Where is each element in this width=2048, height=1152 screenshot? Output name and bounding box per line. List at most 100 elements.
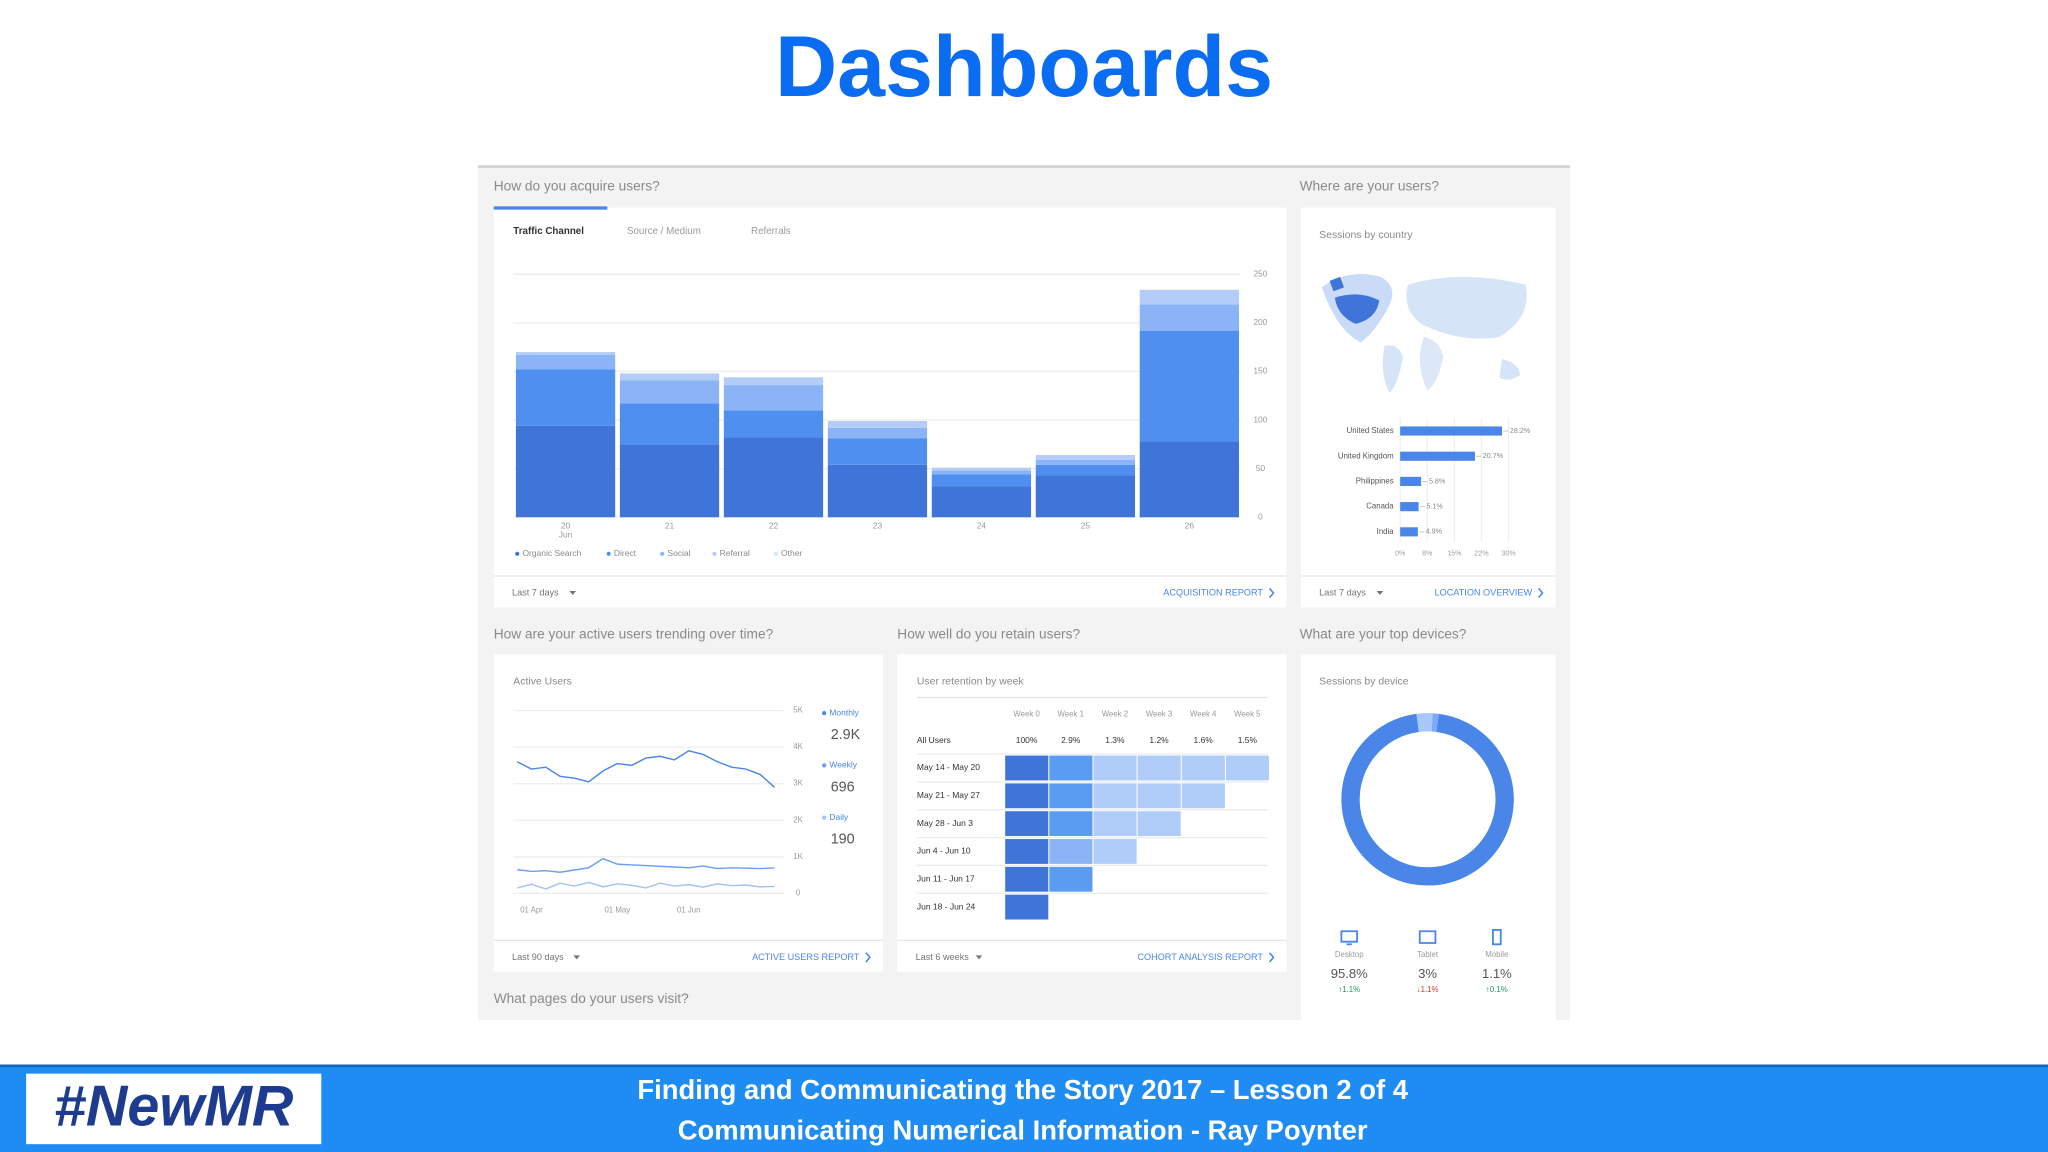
y-tick-label: 0	[796, 888, 801, 897]
map-region	[1406, 276, 1527, 339]
x-tick-label: 01 May	[604, 905, 630, 914]
map-region	[1419, 336, 1444, 391]
bar-segment	[723, 377, 824, 386]
legend-label: Daily	[829, 812, 849, 822]
y-tick-label: India	[1377, 527, 1395, 536]
x-tick-label: 21	[665, 521, 675, 531]
logo-box	[26, 1073, 322, 1145]
bar	[1400, 527, 1418, 537]
legend-label: Organic Search	[522, 548, 581, 558]
report-link[interactable]: LOCATION OVERVIEW	[1435, 587, 1533, 597]
x-tick-label: 01 Jun	[677, 905, 701, 914]
tab[interactable]: Traffic Channel	[513, 226, 584, 237]
map-region	[1499, 359, 1521, 380]
cell-text: 2.9%	[1061, 735, 1081, 745]
dropdown-caret	[975, 955, 983, 960]
card	[1300, 207, 1556, 608]
bar-segment	[619, 403, 720, 445]
map-region	[1334, 294, 1380, 324]
device-icon	[1491, 929, 1502, 946]
legend-label: Monthly	[829, 707, 859, 717]
heat-cell	[1005, 783, 1049, 809]
bar-segment	[1035, 475, 1136, 518]
x-tick-label: 0%	[1395, 550, 1406, 558]
x-tick-label: 23	[873, 521, 883, 531]
x-tick-label: 30%	[1501, 550, 1516, 558]
question: What pages do your users visit?	[494, 991, 689, 1006]
logo: #NewMR	[54, 1074, 294, 1138]
card-title: User retention by week	[917, 677, 1025, 688]
range-selector: Last 90 days	[512, 952, 564, 962]
column-header: Week 2	[1102, 710, 1128, 719]
bar	[1400, 451, 1475, 461]
x-tick-label: 15%	[1447, 550, 1462, 558]
y-tick-label: 4K	[793, 742, 803, 751]
chevron	[1268, 952, 1275, 963]
row-label: May 14 - May 20	[917, 762, 980, 772]
dropdown-caret	[573, 955, 580, 960]
y-tick-label: 50	[1256, 463, 1266, 473]
row-label: All Users	[917, 735, 951, 745]
x-tick-label: 24	[977, 521, 987, 531]
legend-value: 696	[831, 779, 855, 795]
device-value: 1.1%	[1482, 966, 1512, 981]
card-title: Active Users	[513, 677, 572, 688]
cell-text: 1.3%	[1105, 735, 1125, 745]
chevron	[1268, 587, 1275, 599]
report-link[interactable]: ACTIVE USERS REPORT	[752, 952, 860, 962]
report-link[interactable]: COHORT ANALYSIS REPORT	[1137, 952, 1263, 962]
heat-cell	[1137, 783, 1181, 809]
column-header: Week 3	[1146, 710, 1173, 719]
value-label: 20.7%	[1483, 452, 1504, 460]
donut-slice	[1341, 713, 1514, 886]
legend-dot	[515, 551, 520, 556]
heat-cell	[1005, 866, 1049, 892]
y-tick-label: Philippines	[1356, 476, 1394, 485]
x-sublabel: Jun	[559, 530, 573, 540]
tab-indicator	[493, 206, 608, 210]
heat-cell	[1137, 811, 1181, 837]
map-region	[1329, 276, 1344, 292]
bar-segment	[931, 467, 1032, 471]
row-label: May 21 - May 27	[917, 790, 980, 800]
tab[interactable]: Source / Medium	[627, 226, 701, 237]
heat-cell	[1225, 755, 1270, 781]
cell-text: 1.2%	[1149, 735, 1169, 745]
heat-cell	[1181, 755, 1225, 781]
bar-segment	[515, 352, 616, 355]
slide-title: Dashboards	[775, 19, 1273, 115]
legend-dot	[822, 763, 827, 768]
legend-dot	[822, 815, 827, 820]
y-tick-label: 2K	[793, 815, 803, 824]
bar	[1400, 476, 1422, 487]
heat-cell	[1137, 755, 1181, 781]
bar-segment	[931, 470, 1032, 475]
range-selector: Last 7 days	[1319, 587, 1366, 597]
x-tick-label: 8%	[1422, 550, 1433, 558]
cell-text: 1.6%	[1194, 735, 1214, 745]
cell-text: 100%	[1016, 735, 1038, 745]
y-tick-label: 5K	[793, 706, 803, 715]
bar-segment	[619, 444, 720, 518]
legend-dot	[773, 551, 778, 556]
device-icon	[1340, 930, 1358, 946]
question: How are your active users trending over …	[494, 626, 774, 641]
bar-segment	[827, 438, 928, 465]
bar-segment	[1035, 464, 1136, 476]
device-label: Desktop	[1335, 950, 1364, 959]
legend-label: Social	[667, 548, 690, 558]
report-link[interactable]: ACQUISITION REPORT	[1163, 587, 1263, 597]
question: What are your top devices?	[1300, 626, 1467, 641]
bar-segment	[619, 380, 720, 404]
legend-label: Other	[781, 548, 802, 558]
footer-line: Finding and Communicating the Story 2017…	[637, 1074, 1408, 1105]
chevron	[1538, 587, 1544, 599]
row-label: May 28 - Jun 3	[917, 818, 973, 828]
bar	[1400, 426, 1503, 436]
bar-segment	[827, 427, 928, 439]
tab[interactable]: Referrals	[751, 226, 791, 237]
value-label: 4.9%	[1426, 528, 1443, 536]
column-header: Week 5	[1234, 710, 1261, 719]
y-tick-label: 0	[1258, 511, 1263, 521]
